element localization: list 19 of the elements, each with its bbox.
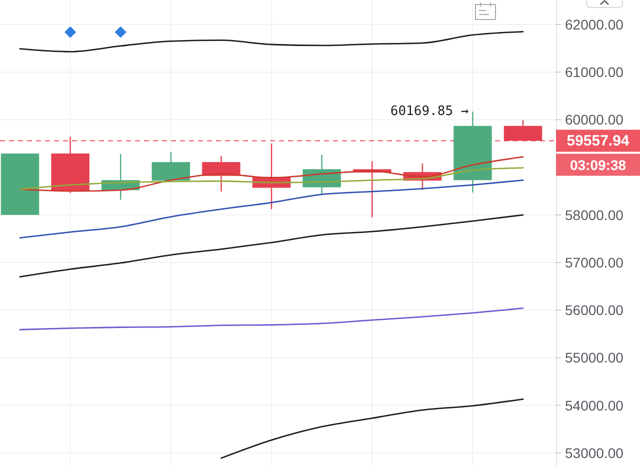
line-series xyxy=(19,30,524,52)
line-series xyxy=(19,179,524,238)
y-tick-label: 54000.00 xyxy=(565,397,624,414)
line-series xyxy=(19,214,524,278)
y-tick-label: 62000.00 xyxy=(565,16,624,33)
y-tick-label: 60000.00 xyxy=(565,112,624,128)
line-series xyxy=(19,156,524,192)
y-tick-label: 58000.00 xyxy=(565,206,624,223)
y-tick-label: 55000.00 xyxy=(565,350,624,366)
line-series xyxy=(19,167,524,190)
ref-line-label: 59557.94 xyxy=(566,132,630,150)
y-tick-label: 53000.00 xyxy=(565,444,624,461)
line-series xyxy=(220,398,524,459)
annotation: 60169.85 → xyxy=(390,104,469,120)
y-tick-label: 61000.00 xyxy=(565,64,624,80)
y-tick-label: 56000.00 xyxy=(565,302,624,318)
text: 03:09:38 xyxy=(570,156,626,173)
line-series xyxy=(19,308,524,330)
y-tick-label: 57000.00 xyxy=(565,254,624,271)
